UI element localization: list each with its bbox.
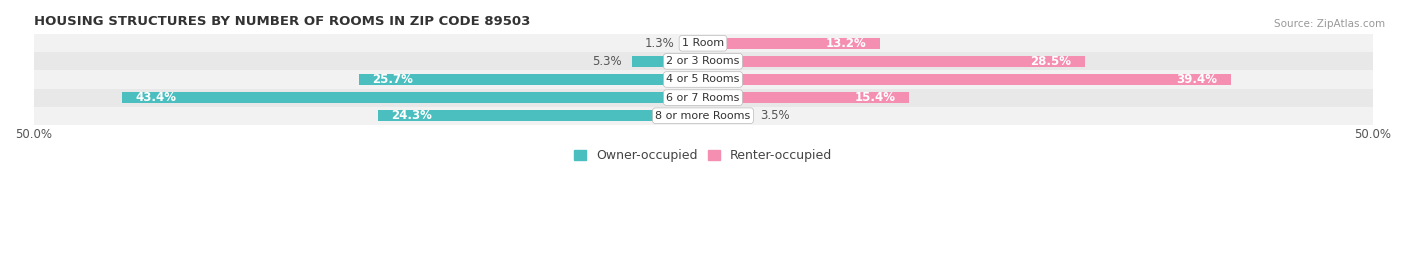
Text: HOUSING STRUCTURES BY NUMBER OF ROOMS IN ZIP CODE 89503: HOUSING STRUCTURES BY NUMBER OF ROOMS IN… — [34, 15, 530, 28]
Text: 39.4%: 39.4% — [1177, 73, 1218, 86]
Text: Source: ZipAtlas.com: Source: ZipAtlas.com — [1274, 19, 1385, 29]
Text: 1.3%: 1.3% — [645, 37, 675, 50]
Bar — [703, 92, 910, 103]
Bar — [686, 38, 703, 49]
Bar — [359, 74, 703, 85]
Bar — [34, 52, 1372, 70]
Text: 8 or more Rooms: 8 or more Rooms — [655, 111, 751, 121]
Bar — [633, 56, 703, 67]
Bar — [703, 110, 749, 121]
Text: 13.2%: 13.2% — [825, 37, 866, 50]
Bar — [34, 89, 1372, 107]
Text: 24.3%: 24.3% — [391, 109, 432, 122]
Bar — [122, 92, 703, 103]
Legend: Owner-occupied, Renter-occupied: Owner-occupied, Renter-occupied — [568, 144, 838, 167]
Text: 2 or 3 Rooms: 2 or 3 Rooms — [666, 56, 740, 66]
Text: 3.5%: 3.5% — [761, 109, 790, 122]
Bar — [34, 107, 1372, 125]
Bar — [703, 38, 880, 49]
Bar — [378, 110, 703, 121]
Text: 28.5%: 28.5% — [1031, 55, 1071, 68]
Bar — [703, 74, 1230, 85]
Bar — [703, 56, 1084, 67]
Bar — [34, 70, 1372, 89]
Text: 4 or 5 Rooms: 4 or 5 Rooms — [666, 75, 740, 84]
Text: 5.3%: 5.3% — [592, 55, 621, 68]
Text: 6 or 7 Rooms: 6 or 7 Rooms — [666, 93, 740, 102]
Text: 1 Room: 1 Room — [682, 38, 724, 48]
Text: 43.4%: 43.4% — [135, 91, 176, 104]
Text: 15.4%: 15.4% — [855, 91, 896, 104]
Text: 25.7%: 25.7% — [373, 73, 413, 86]
Bar — [34, 34, 1372, 52]
